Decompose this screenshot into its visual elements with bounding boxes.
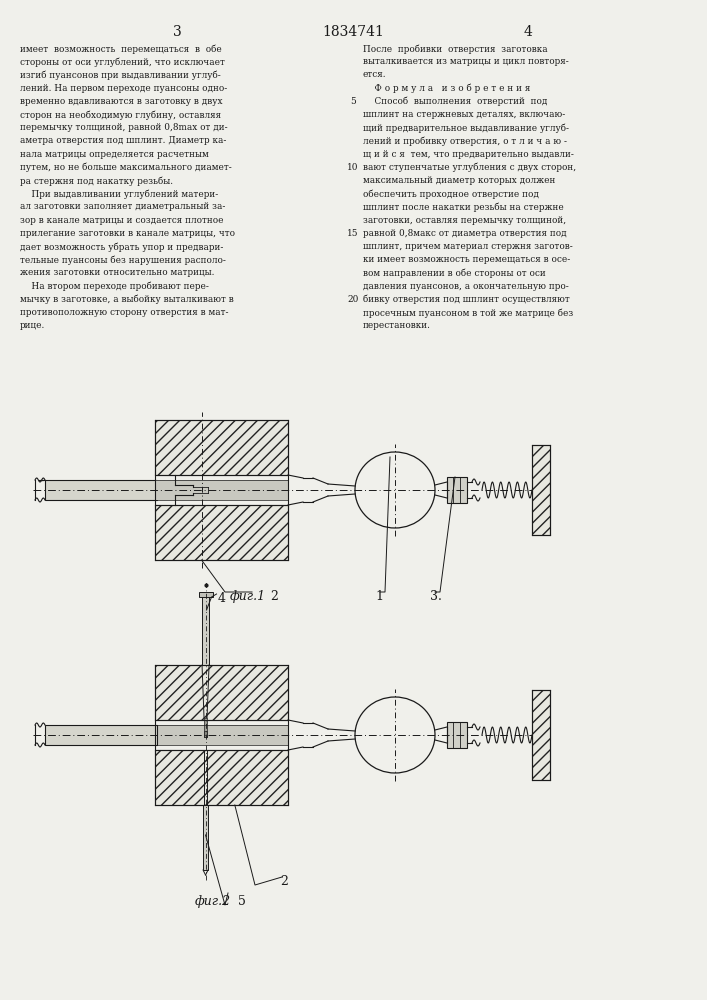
Text: На втором переходе пробивают пере-: На втором переходе пробивают пере- (20, 282, 209, 291)
Text: давления пуансонов, а окончательную про-: давления пуансонов, а окончательную про- (363, 282, 568, 291)
Bar (204, 731, 207, 737)
Text: щий предварительное выдавливание углуб-: щий предварительное выдавливание углуб- (363, 123, 569, 133)
Text: 5: 5 (350, 97, 356, 106)
Text: нала матрицы определяется расчетным: нала матрицы определяется расчетным (20, 150, 209, 159)
Text: 5: 5 (238, 895, 246, 908)
Text: При выдавливании углублений матери-: При выдавливании углублений матери- (20, 189, 218, 199)
Text: дает возможность убрать упор и предвари-: дает возможность убрать упор и предвари- (20, 242, 223, 251)
Text: шплинт на стержневых деталях, включаю-: шплинт на стержневых деталях, включаю- (363, 110, 566, 119)
Bar (45, 480, 157, 500)
Text: 4: 4 (218, 592, 226, 605)
Bar (203, 805, 208, 870)
Text: аметра отверстия под шплинт. Диаметр ка-: аметра отверстия под шплинт. Диаметр ка- (20, 136, 226, 145)
Text: После  пробивки  отверстия  заготовка: После пробивки отверстия заготовка (363, 44, 548, 53)
Text: 1: 1 (375, 590, 383, 603)
Text: фиг.1: фиг.1 (230, 590, 266, 603)
Text: бивку отверстия под шплинт осуществляют: бивку отверстия под шплинт осуществляют (363, 295, 570, 304)
Text: 3.: 3. (430, 590, 442, 603)
Text: мычку в заготовке, а выбойку выталкивают в: мычку в заготовке, а выбойку выталкивают… (20, 295, 234, 304)
Text: сторон на необходимую глубину, оставляя: сторон на необходимую глубину, оставляя (20, 110, 221, 119)
Text: 15: 15 (347, 229, 358, 238)
Bar (447, 722, 467, 748)
Text: перестановки.: перестановки. (363, 321, 431, 330)
Text: равной 0,8макс от диаметра отверстия под: равной 0,8макс от диаметра отверстия под (363, 229, 566, 238)
Text: зор в канале матрицы и создается плотное: зор в канале матрицы и создается плотное (20, 216, 223, 225)
Text: стороны от оси углублений, что исключает: стороны от оси углублений, что исключает (20, 57, 225, 67)
Bar (155, 480, 288, 500)
Text: Способ  выполнения  отверстий  под: Способ выполнения отверстий под (363, 97, 547, 106)
Text: заготовки, оставляя перемычку толщиной,: заготовки, оставляя перемычку толщиной, (363, 216, 566, 225)
Text: лений. На первом переходе пуансоны одно-: лений. На первом переходе пуансоны одно- (20, 84, 227, 93)
Bar (447, 477, 467, 503)
Text: Ф о р м у л а   и з о б р е т е н и я: Ф о р м у л а и з о б р е т е н и я (363, 84, 530, 93)
Bar (155, 725, 288, 745)
Text: шплинт после накатки резьбы на стержне: шплинт после накатки резьбы на стержне (363, 202, 563, 212)
Bar (199, 592, 213, 597)
Bar (45, 725, 157, 745)
Bar (202, 595, 209, 665)
Text: 10: 10 (347, 163, 358, 172)
Text: имеет  возможность  перемещаться  в  обе: имеет возможность перемещаться в обе (20, 44, 222, 53)
Text: 2: 2 (280, 875, 288, 888)
Text: 3: 3 (173, 25, 182, 39)
Text: фиг.2: фиг.2 (195, 895, 231, 908)
Bar (532, 690, 550, 780)
Text: выталкивается из матрицы и цикл повторя-: выталкивается из матрицы и цикл повторя- (363, 57, 568, 66)
Text: лений и пробивку отверстия, о т л и ч а ю -: лений и пробивку отверстия, о т л и ч а … (363, 136, 567, 146)
Text: ал заготовки заполняет диаметральный за-: ал заготовки заполняет диаметральный за- (20, 202, 226, 211)
Text: прилегание заготовки в канале матрицы, что: прилегание заготовки в канале матрицы, ч… (20, 229, 235, 238)
Bar (155, 420, 288, 475)
Text: временно вдавливаются в заготовку в двух: временно вдавливаются в заготовку в двух (20, 97, 223, 106)
Bar (532, 445, 550, 535)
Text: ра стержня под накатку резьбы.: ра стержня под накатку резьбы. (20, 176, 173, 186)
Text: ки имеет возможность перемещаться в осе-: ки имеет возможность перемещаться в осе- (363, 255, 571, 264)
Bar (155, 665, 288, 720)
Text: просечным пуансоном в той же матрице без: просечным пуансоном в той же матрице без (363, 308, 573, 318)
Text: 2: 2 (270, 590, 278, 603)
Text: обеспечить проходное отверстие под: обеспечить проходное отверстие под (363, 189, 539, 199)
Text: 1834741: 1834741 (322, 25, 384, 39)
Text: перемычку толщиной, равной 0,8max от ди-: перемычку толщиной, равной 0,8max от ди- (20, 123, 228, 132)
Text: тельные пуансоны без нарушения располо-: тельные пуансоны без нарушения располо- (20, 255, 226, 265)
Bar (155, 750, 288, 805)
Text: 20: 20 (347, 295, 358, 304)
Text: жения заготовки относительно матрицы.: жения заготовки относительно матрицы. (20, 268, 214, 277)
Text: щ и й с я  тем, что предварительно выдавли-: щ и й с я тем, что предварительно выдавл… (363, 150, 574, 159)
Text: противоположную сторону отверстия в мат-: противоположную сторону отверстия в мат- (20, 308, 228, 317)
Bar (204, 718, 207, 737)
Text: 4: 4 (524, 25, 532, 39)
Text: шплинт, причем материал стержня заготов-: шплинт, причем материал стержня заготов- (363, 242, 573, 251)
Text: рице.: рице. (20, 321, 45, 330)
Text: изгиб пуансонов при выдавливании углуб-: изгиб пуансонов при выдавливании углуб- (20, 70, 221, 80)
Text: ется.: ется. (363, 70, 387, 79)
Text: максимальный диаметр которых должен: максимальный диаметр которых должен (363, 176, 556, 185)
Text: вают ступенчатые углубления с двух сторон,: вают ступенчатые углубления с двух сторо… (363, 163, 576, 172)
Text: вом направлении в обе стороны от оси: вом направлении в обе стороны от оси (363, 268, 546, 278)
Bar (155, 505, 288, 560)
Text: путем, но не больше максимального диамет-: путем, но не больше максимального диамет… (20, 163, 232, 172)
